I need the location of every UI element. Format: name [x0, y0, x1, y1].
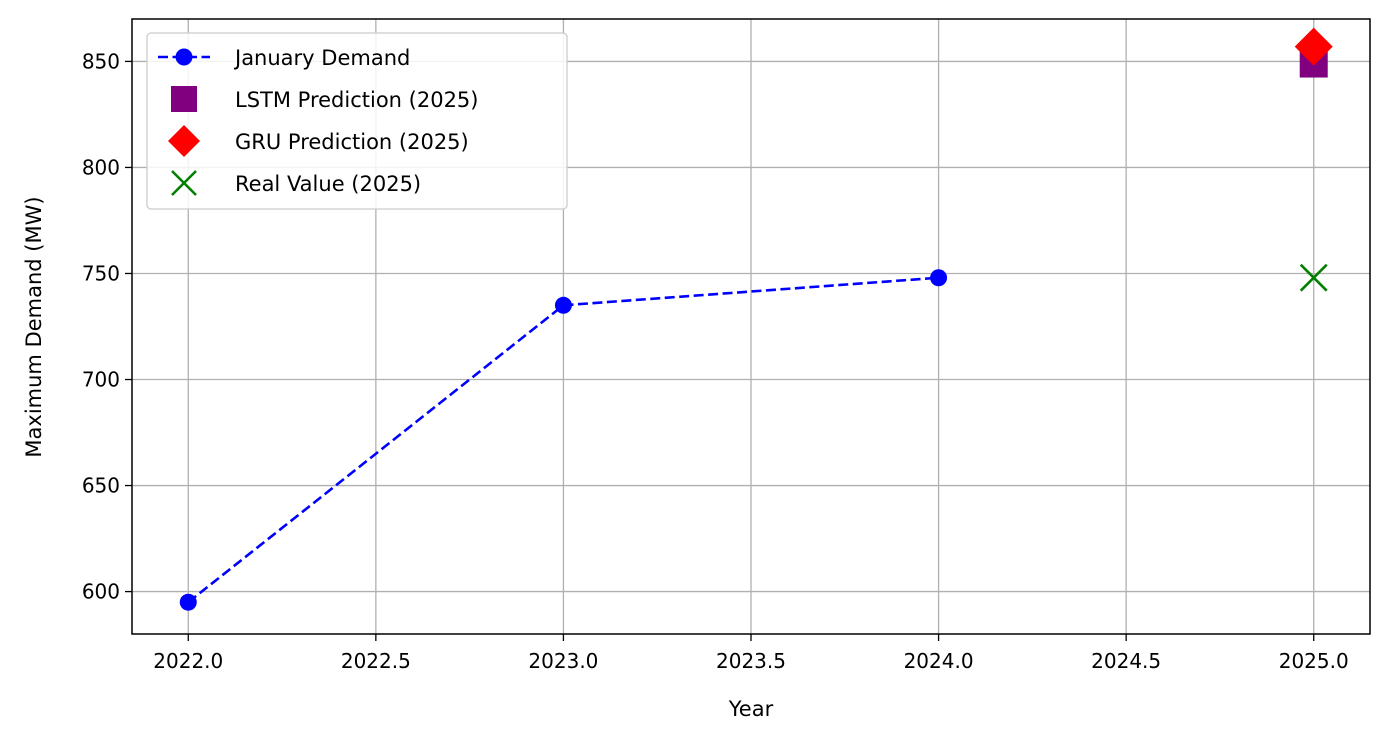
x-axis-label: Year [728, 697, 774, 721]
data-point [554, 296, 572, 314]
legend-box [146, 32, 568, 210]
y-tick-label: 700 [82, 368, 120, 392]
legend-item: GRU Prediction (2025) [168, 125, 469, 157]
series-diamond [1294, 27, 1333, 66]
y-axis-label: Maximum Demand (MW) [22, 196, 46, 457]
x-tick-label: 2023.0 [528, 649, 598, 673]
legend-label: LSTM Prediction (2025) [235, 88, 478, 112]
series-layer [179, 27, 1333, 611]
y-tick-label: 600 [82, 580, 120, 604]
series-x [1299, 263, 1328, 292]
y-tick-label: 850 [82, 49, 120, 73]
x-tick-label: 2023.5 [716, 649, 786, 673]
series-line [187, 276, 939, 604]
x-tick-label: 2022.5 [341, 649, 411, 673]
y-tick-label: 650 [82, 474, 120, 498]
series-circle [179, 269, 948, 611]
data-point [179, 593, 197, 611]
legend-item: Real Value (2025) [171, 170, 421, 196]
legend-item: January Demand [158, 46, 410, 70]
legend-label: GRU Prediction (2025) [235, 130, 469, 154]
legend-label: Real Value (2025) [235, 172, 421, 196]
x-tick-label: 2025.0 [1279, 649, 1349, 673]
y-tick-label: 750 [82, 261, 120, 285]
y-tick-label: 800 [82, 155, 120, 179]
data-point [1299, 263, 1328, 292]
data-point [1294, 27, 1333, 66]
legend-marker [168, 125, 200, 157]
legend-marker [175, 48, 193, 66]
legend-item: LSTM Prediction (2025) [171, 86, 478, 112]
data-point [930, 269, 948, 287]
legend-marker [171, 86, 197, 112]
ticks: 2022.0 2022.5 2023.0 2023.5 2024.0 2024.5 2025… [82, 49, 1349, 673]
x-tick-label: 2024.0 [904, 649, 974, 673]
legend-marker [171, 170, 197, 196]
legend: January Demand LSTM Prediction (2025) GRU … [146, 32, 568, 210]
x-tick-label: 2024.5 [1091, 649, 1161, 673]
legend-label: January Demand [233, 46, 410, 70]
x-tick-label: 2022.0 [153, 649, 223, 673]
